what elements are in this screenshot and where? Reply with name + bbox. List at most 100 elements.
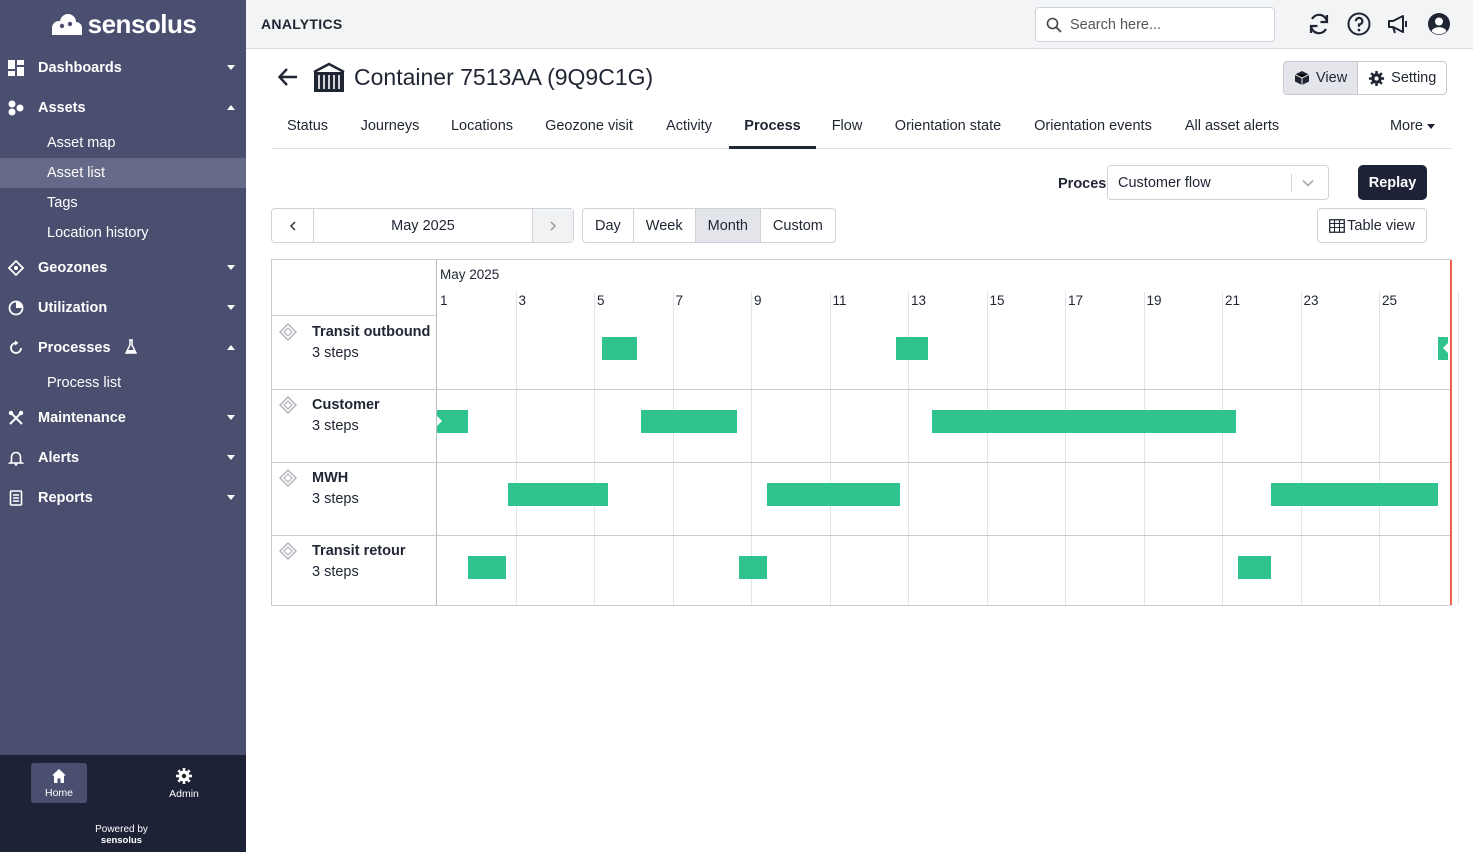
process-select-label: Process xyxy=(1058,176,1107,192)
tab-orientation-events[interactable]: Orientation events xyxy=(1034,118,1152,134)
range-selector: Day Week Month Custom xyxy=(582,208,836,243)
sidebar-item-assets[interactable]: Assets xyxy=(0,88,246,128)
range-custom[interactable]: Custom xyxy=(772,217,823,234)
report-icon xyxy=(8,490,24,506)
process-visit-bar[interactable] xyxy=(507,483,608,506)
sidebar-item-tags[interactable]: Tags xyxy=(47,195,78,211)
setting-button[interactable]: Setting xyxy=(1358,62,1446,94)
current-period: May 2025 xyxy=(391,217,455,234)
process-visit-bar[interactable] xyxy=(437,410,469,433)
sidebar-item-label: Utilization xyxy=(38,300,108,316)
process-step-name: Transit outbound xyxy=(312,324,431,340)
timeline-month-label: May 2025 xyxy=(440,267,500,282)
view-button[interactable]: View xyxy=(1284,62,1359,94)
sidebar-item-label: Alerts xyxy=(38,450,80,466)
sidebar-item-alerts[interactable]: Alerts xyxy=(0,438,246,478)
process-visit-bar[interactable] xyxy=(931,410,1236,433)
tab-journeys[interactable]: Journeys xyxy=(360,118,420,134)
tab-all-asset-alerts[interactable]: All asset alerts xyxy=(1184,118,1280,134)
tab-status[interactable]: Status xyxy=(286,118,329,134)
step-diamond-icon xyxy=(279,323,297,341)
flask-icon xyxy=(124,338,137,358)
timeline-day-tick: 3 xyxy=(518,293,527,308)
process-visit-bar[interactable] xyxy=(739,556,767,579)
process-visit-bar[interactable] xyxy=(601,337,638,360)
sidebar-item-processes[interactable]: Processes xyxy=(0,328,246,368)
sidebar-item-maintenance[interactable]: Maintenance xyxy=(0,398,246,438)
dashboard-icon xyxy=(8,60,24,76)
prev-period-button[interactable] xyxy=(272,209,314,242)
sidebar-item-asset-map[interactable]: Asset map xyxy=(47,135,116,151)
select-divider xyxy=(1291,174,1292,192)
utilization-icon xyxy=(8,300,24,316)
sidebar-item-process-list[interactable]: Process list xyxy=(47,375,122,391)
process-step-label[interactable]: Transit retour 3 steps xyxy=(272,535,436,607)
processes-icon xyxy=(8,340,24,356)
sidebar-item-reports[interactable]: Reports xyxy=(0,478,246,518)
announcement-icon[interactable] xyxy=(1386,12,1410,36)
chevron-down-icon xyxy=(227,265,235,270)
next-period-button[interactable] xyxy=(532,209,573,242)
tab-process[interactable]: Process xyxy=(729,104,816,149)
table-view-button[interactable]: Table view xyxy=(1317,208,1427,243)
chevron-up-icon xyxy=(227,105,235,110)
help-icon[interactable] xyxy=(1347,12,1371,36)
tab-geozone-visit[interactable]: Geozone visit xyxy=(545,118,633,134)
tab-orientation-state[interactable]: Orientation state xyxy=(894,118,1002,134)
timeline-header-corner xyxy=(272,260,437,316)
admin-button[interactable]: Admin xyxy=(156,763,212,803)
assets-icon xyxy=(8,100,24,116)
sidebar-item-asset-list[interactable]: Asset list xyxy=(0,158,246,188)
timeline-day-tick: 11 xyxy=(832,293,847,308)
page-title: Container 7513AA (9Q9C1G) xyxy=(354,64,654,90)
process-select[interactable]: Customer flow xyxy=(1107,165,1329,200)
process-visit-bar[interactable] xyxy=(766,483,901,506)
sidebar-item-dashboards[interactable]: Dashboards xyxy=(0,48,246,88)
range-month[interactable]: Month xyxy=(695,209,761,242)
timeline-gridline xyxy=(1065,292,1066,605)
tab-more[interactable]: More xyxy=(1390,104,1435,148)
refresh-icon[interactable] xyxy=(1307,12,1331,36)
search-box[interactable] xyxy=(1035,7,1275,42)
process-visit-bar[interactable] xyxy=(1437,337,1448,360)
home-button[interactable]: Home xyxy=(31,763,87,803)
process-visit-bar[interactable] xyxy=(1271,483,1438,506)
replay-button[interactable]: Replay xyxy=(1358,165,1427,200)
sidebar-item-label: Maintenance xyxy=(38,410,126,426)
process-visit-bar[interactable] xyxy=(468,556,506,579)
sidebar-item-location-history[interactable]: Location history xyxy=(47,225,149,241)
home-label: Home xyxy=(44,786,73,799)
process-step-count: 3 steps xyxy=(312,564,359,580)
process-step-label[interactable]: Customer 3 steps xyxy=(272,389,436,461)
wrench-icon xyxy=(8,410,24,426)
search-input[interactable] xyxy=(1070,16,1260,33)
range-day[interactable]: Day xyxy=(583,209,634,242)
sidebar-item-utilization[interactable]: Utilization xyxy=(0,288,246,328)
sidebar-item-label: Processes xyxy=(38,340,111,356)
date-navigator: May 2025 xyxy=(271,208,574,243)
process-visit-bar[interactable] xyxy=(896,337,928,360)
step-diamond-icon xyxy=(279,396,297,414)
timeline-day-tick: 23 xyxy=(1303,293,1319,308)
timeline-day-tick: 5 xyxy=(597,293,605,308)
process-step-label[interactable]: Transit outbound 3 steps xyxy=(272,316,436,388)
setting-label: Setting xyxy=(1391,70,1437,86)
tab-activity[interactable]: Activity xyxy=(666,118,712,134)
section-title: ANALYTICS xyxy=(261,16,343,32)
timeline-day-tick: 21 xyxy=(1225,293,1241,308)
tab-flow[interactable]: Flow xyxy=(831,118,863,134)
process-visit-bar[interactable] xyxy=(1237,556,1272,579)
range-week[interactable]: Week xyxy=(634,209,696,242)
process-step-label[interactable]: MWH 3 steps xyxy=(272,462,436,534)
more-label: More xyxy=(1389,118,1423,134)
current-time-marker xyxy=(1449,260,1452,605)
user-avatar-icon[interactable] xyxy=(1427,12,1451,36)
powered-by: Powered by sensolus xyxy=(0,824,243,846)
sidebar: sensolus Dashboards Assets Asset map Ass… xyxy=(0,0,246,852)
brand-logo[interactable]: sensolus xyxy=(0,0,246,48)
back-arrow-icon[interactable] xyxy=(277,66,299,88)
sidebar-item-geozones[interactable]: Geozones xyxy=(0,248,246,288)
process-visit-bar[interactable] xyxy=(641,410,738,433)
chevron-down-icon xyxy=(227,455,235,460)
tab-locations[interactable]: Locations xyxy=(450,118,514,134)
